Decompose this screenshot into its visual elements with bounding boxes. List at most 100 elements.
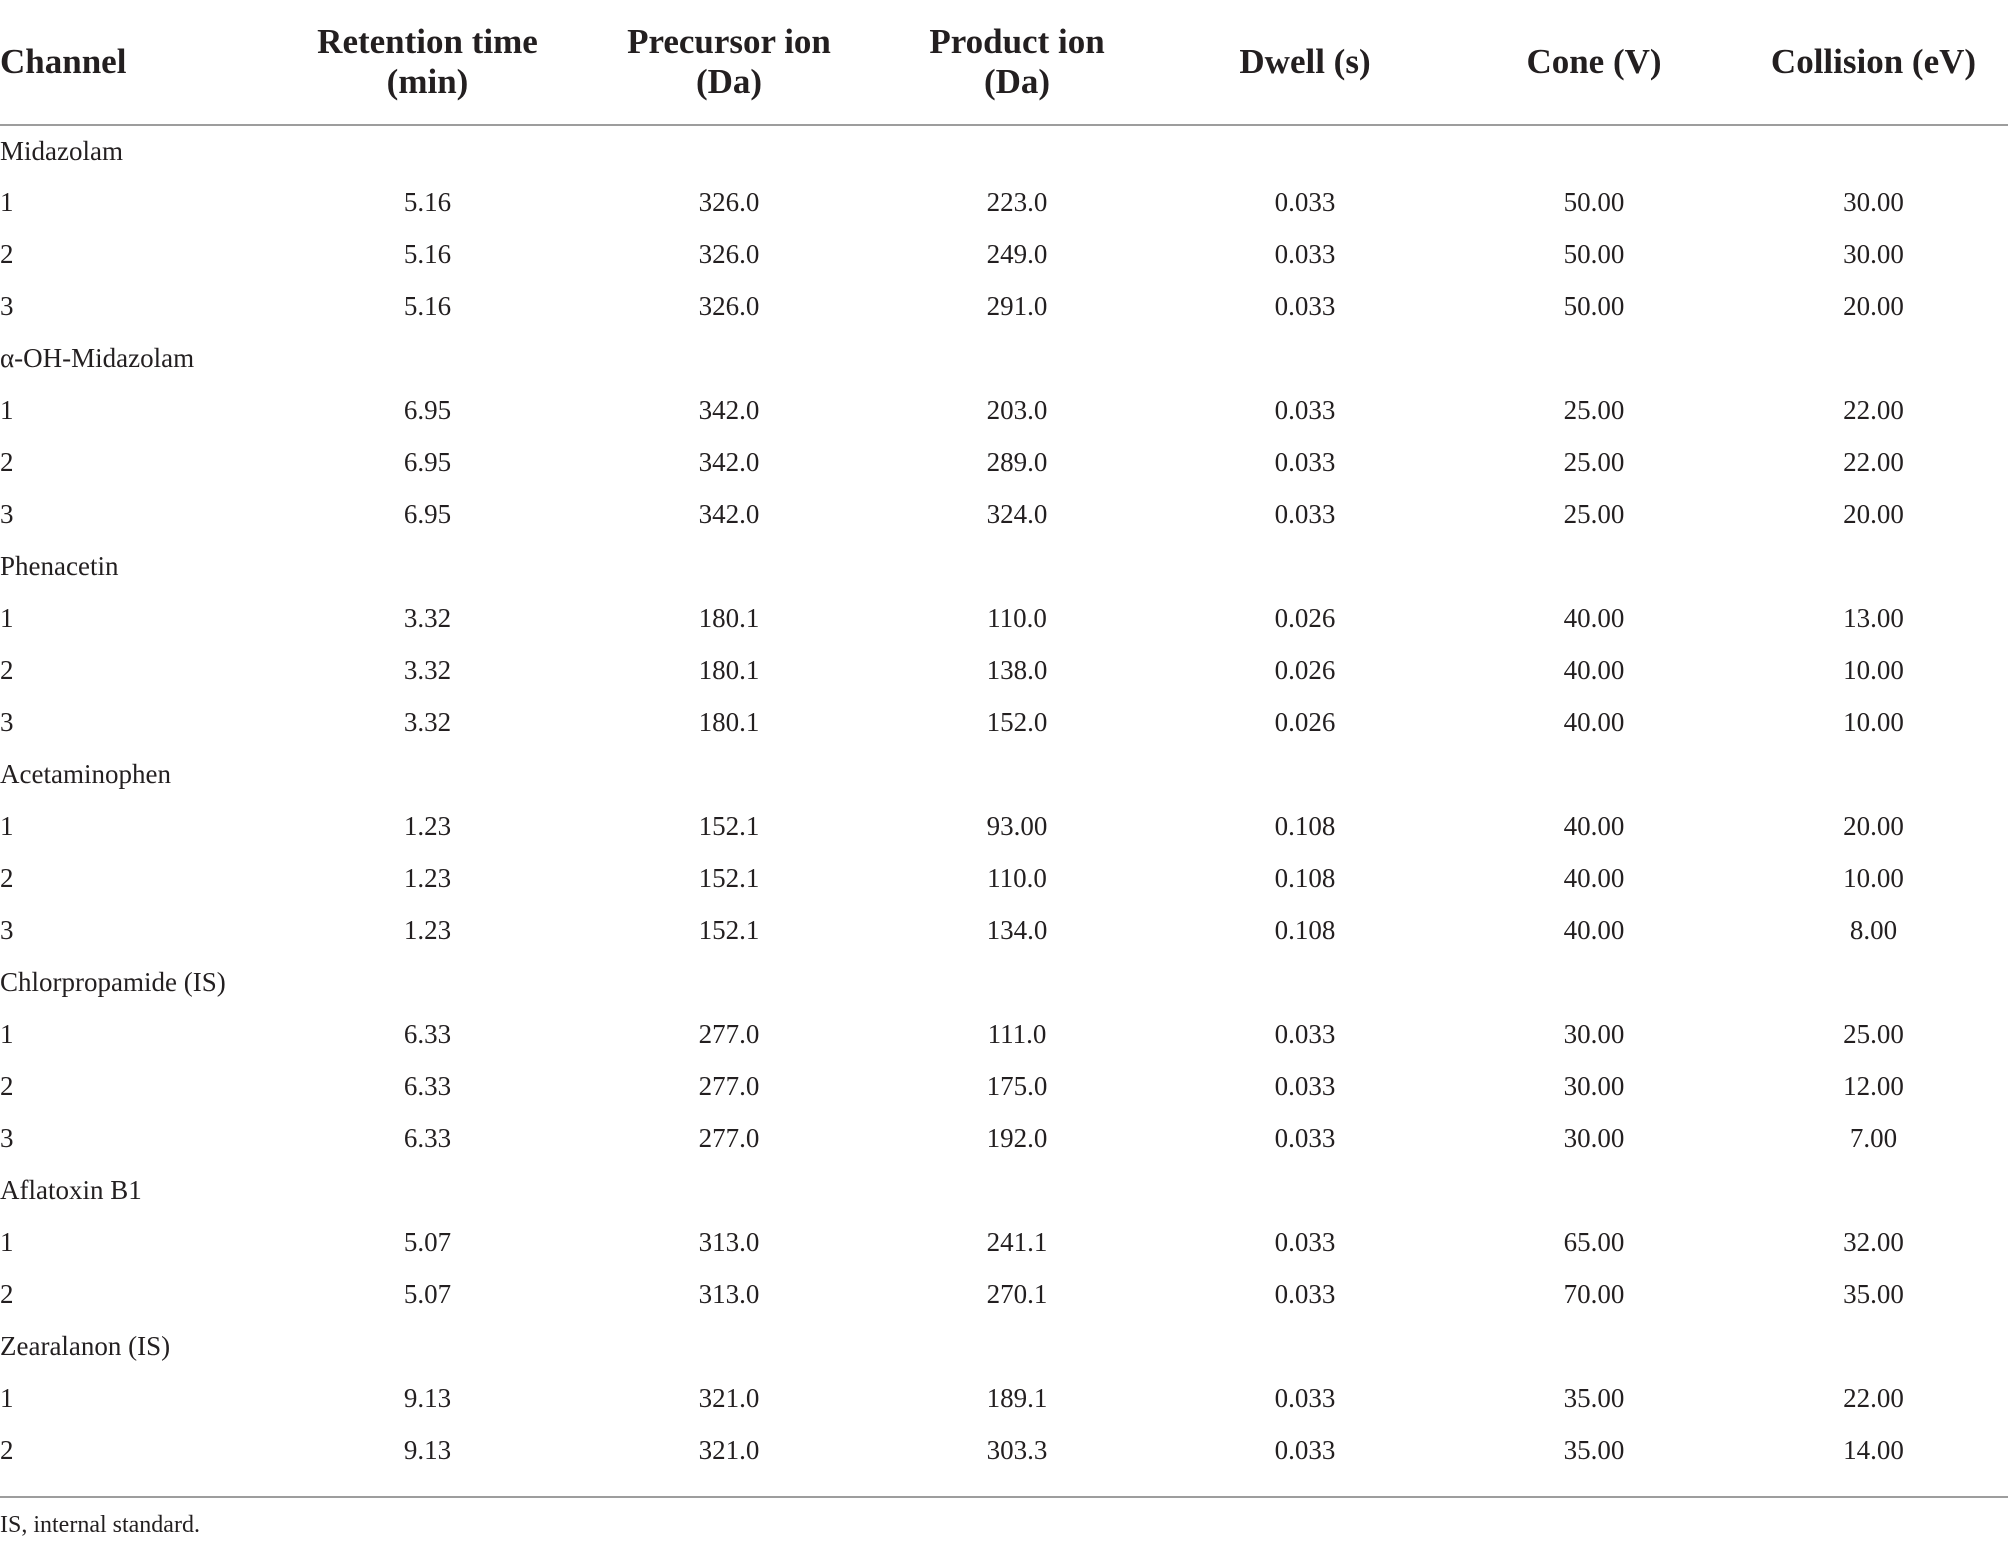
table-cell: 9.13 (403, 1383, 452, 1413)
table-cell: 0.033 (1274, 1435, 1336, 1465)
table-cell: 1.23 (403, 915, 452, 945)
table-cell: 0.033 (1274, 187, 1336, 217)
table-cell: 50.00 (1563, 187, 1625, 217)
table-cell: 2 (0, 655, 14, 685)
compound-name: Chlorpropamide (IS) (0, 967, 226, 997)
table-cell: 2 (0, 239, 14, 269)
table-cell: 10.00 (1843, 707, 1904, 737)
column-header-line: Channel (0, 42, 127, 81)
compound-name: Aflatoxin B1 (0, 1175, 142, 1205)
table-cell: 111.0 (987, 1019, 1047, 1049)
table-cell: 1.23 (403, 811, 452, 841)
column-header: Channel (0, 0, 270, 126)
table-cell: 326.0 (698, 187, 760, 217)
table-cell: 1 (0, 1019, 14, 1049)
table-cell: 1 (0, 603, 14, 633)
column-header-line: Dwell (s) (1239, 42, 1371, 81)
column-header-line: (Da) (695, 62, 763, 101)
table-cell: 1 (0, 1383, 14, 1413)
column-header: Dwell (s) (1161, 0, 1449, 126)
table-cell: 0.033 (1274, 1019, 1336, 1049)
table-row: 1 9.13 321.0 189.1 0.033 35.00 22.00 (0, 1372, 2008, 1424)
compound-group-row: Midazolam (0, 125, 2008, 176)
table-cell: 223.0 (986, 187, 1048, 217)
column-header-line: Cone (V) (1526, 42, 1662, 81)
table-cell: 3.32 (403, 655, 452, 685)
table-row: 2 1.23 152.1 110.0 0.108 40.00 10.00 (0, 852, 2008, 904)
table-cell: 2 (0, 1435, 14, 1465)
column-header-line: (Da) (983, 62, 1051, 101)
table-cell: 2 (0, 1279, 14, 1309)
table-cell: 0.033 (1274, 239, 1336, 269)
table-cell: 25.00 (1563, 447, 1625, 477)
table-cell: 25.00 (1563, 395, 1625, 425)
table-row: 2 5.07 313.0 270.1 0.033 70.00 35.00 (0, 1268, 2008, 1320)
table-cell: 0.026 (1274, 603, 1336, 633)
table-row: 2 6.33 277.0 175.0 0.033 30.00 12.00 (0, 1060, 2008, 1112)
table-cell: 321.0 (698, 1383, 760, 1413)
table-cell: 134.0 (986, 915, 1048, 945)
table-cell: 0.033 (1274, 1071, 1336, 1101)
table-cell: 110.0 (987, 603, 1047, 633)
table-cell: 6.33 (403, 1019, 452, 1049)
table-cell: 3 (0, 1123, 14, 1153)
table-cell: 0.026 (1274, 655, 1336, 685)
table-row: 1 1.23 152.1 93.00 0.108 40.00 20.00 (0, 800, 2008, 852)
table-cell: 0.033 (1274, 447, 1336, 477)
table-cell: 180.1 (698, 707, 760, 737)
table-row: 1 6.33 277.0 111.0 0.033 30.00 25.00 (0, 1008, 2008, 1060)
table-cell: 1.23 (403, 863, 452, 893)
compound-name: Midazolam (0, 136, 123, 166)
table-cell: 0.033 (1274, 1279, 1336, 1309)
table-cell: 14.00 (1843, 1435, 1904, 1465)
table-cell: 180.1 (698, 655, 760, 685)
table-row: 3 1.23 152.1 134.0 0.108 40.00 8.00 (0, 904, 2008, 956)
table-row: 2 3.32 180.1 138.0 0.026 40.00 10.00 (0, 644, 2008, 696)
table-cell: 3.32 (403, 603, 452, 633)
table-cell: 0.033 (1274, 1123, 1336, 1153)
table-cell: 189.1 (986, 1383, 1048, 1413)
table-cell: 326.0 (698, 291, 760, 321)
column-header: Product ion (Da) (873, 0, 1161, 126)
table-cell: 65.00 (1563, 1227, 1625, 1257)
table-cell: 1 (0, 395, 14, 425)
table-cell: 277.0 (698, 1123, 760, 1153)
table-cell: 110.0 (987, 863, 1047, 893)
table-cell: 10.00 (1843, 655, 1904, 685)
table-cell: 152.1 (698, 811, 760, 841)
table-cell: 138.0 (986, 655, 1048, 685)
table-cell: 5.07 (403, 1279, 452, 1309)
table-cell: 0.033 (1274, 1227, 1336, 1257)
table-cell: 203.0 (986, 395, 1048, 425)
column-header-line: (min) (386, 62, 469, 101)
table-footnote: IS, internal standard. (0, 1512, 200, 1538)
table-row: 1 6.95 342.0 203.0 0.033 25.00 22.00 (0, 384, 2008, 436)
table-cell: 30.00 (1563, 1071, 1625, 1101)
table-cell: 3 (0, 291, 14, 321)
compound-group-row: Phenacetin (0, 540, 2008, 592)
table-body: Midazolam 1 5.16 326.0 223.0 0.033 50.00 30.00 2… (0, 125, 2008, 1476)
table-cell: 277.0 (698, 1071, 760, 1101)
table-cell: 241.1 (986, 1227, 1048, 1257)
table-cell: 1 (0, 187, 14, 217)
column-header: Retention time (min) (270, 0, 585, 126)
column-header-line: Retention time (317, 22, 538, 61)
table-header: Channel Retention time (min) Precursor ion(… (0, 0, 2008, 126)
table-cell: 12.00 (1843, 1071, 1904, 1101)
table-cell: 8.00 (1849, 915, 1898, 945)
table-cell: 93.00 (986, 811, 1048, 841)
table-cell: 25.00 (1843, 1019, 1904, 1049)
table-cell: 22.00 (1843, 395, 1904, 425)
table-row: 3 5.16 326.0 291.0 0.033 50.00 20.00 (0, 280, 2008, 332)
table-row: 2 9.13 321.0 303.3 0.033 35.00 14.00 (0, 1424, 2008, 1476)
table-cell: 6.33 (403, 1123, 452, 1153)
compound-group-row: α-OH-Midazolam (0, 332, 2008, 384)
table-cell: 313.0 (698, 1279, 760, 1309)
compound-group-row: Zearalanon (IS) (0, 1320, 2008, 1372)
table-cell: 32.00 (1843, 1227, 1904, 1257)
table-cell: 6.95 (403, 395, 452, 425)
table-cell: 0.033 (1274, 395, 1336, 425)
column-header-line: Precursor ion (627, 22, 831, 61)
table-cell: 40.00 (1563, 915, 1625, 945)
table-cell: 0.108 (1274, 811, 1336, 841)
